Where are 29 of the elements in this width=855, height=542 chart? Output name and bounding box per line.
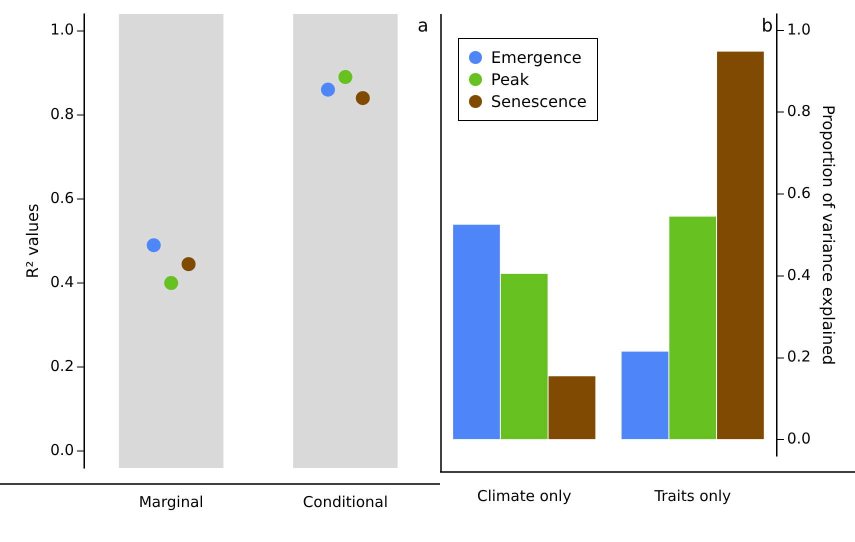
x-tick-label: Climate only <box>477 486 572 505</box>
y2-axis-title: Proportion of variance explained <box>819 104 838 366</box>
x-tick-label: Marginal <box>138 492 204 511</box>
y2-tick-label: 0.6 <box>786 184 811 202</box>
y-tick-label: 0.8 <box>50 104 74 123</box>
y2-tick-label: 0.8 <box>786 102 811 120</box>
bar <box>622 352 668 440</box>
y-tick-label: 0.2 <box>50 357 74 375</box>
bar <box>669 216 716 440</box>
y-tick-label: 1.0 <box>50 20 74 39</box>
annotation: b <box>762 16 773 37</box>
y-tick-label: 0.4 <box>50 272 74 291</box>
y2-tick-label: 1.0 <box>786 20 811 38</box>
annotation: a <box>417 16 428 37</box>
bar <box>500 274 548 440</box>
y-tick-label: 0.6 <box>50 188 74 207</box>
bar <box>717 52 764 440</box>
legend-label: Senescence <box>491 92 587 111</box>
bar <box>453 224 500 440</box>
legend-label: Peak <box>491 70 529 89</box>
legend-label: Emergence <box>491 48 582 67</box>
x-tick-label: Traits only <box>653 486 732 505</box>
y2-tick-label: 0.2 <box>786 348 811 366</box>
y2-tick-label: 0.4 <box>786 266 811 284</box>
x-tick-label: Conditional <box>302 492 388 511</box>
y2-tick-label: 0.0 <box>786 430 811 448</box>
bar <box>548 376 596 440</box>
y-axis-title: R² values <box>22 204 42 278</box>
y-tick-label: 0.0 <box>50 441 74 460</box>
